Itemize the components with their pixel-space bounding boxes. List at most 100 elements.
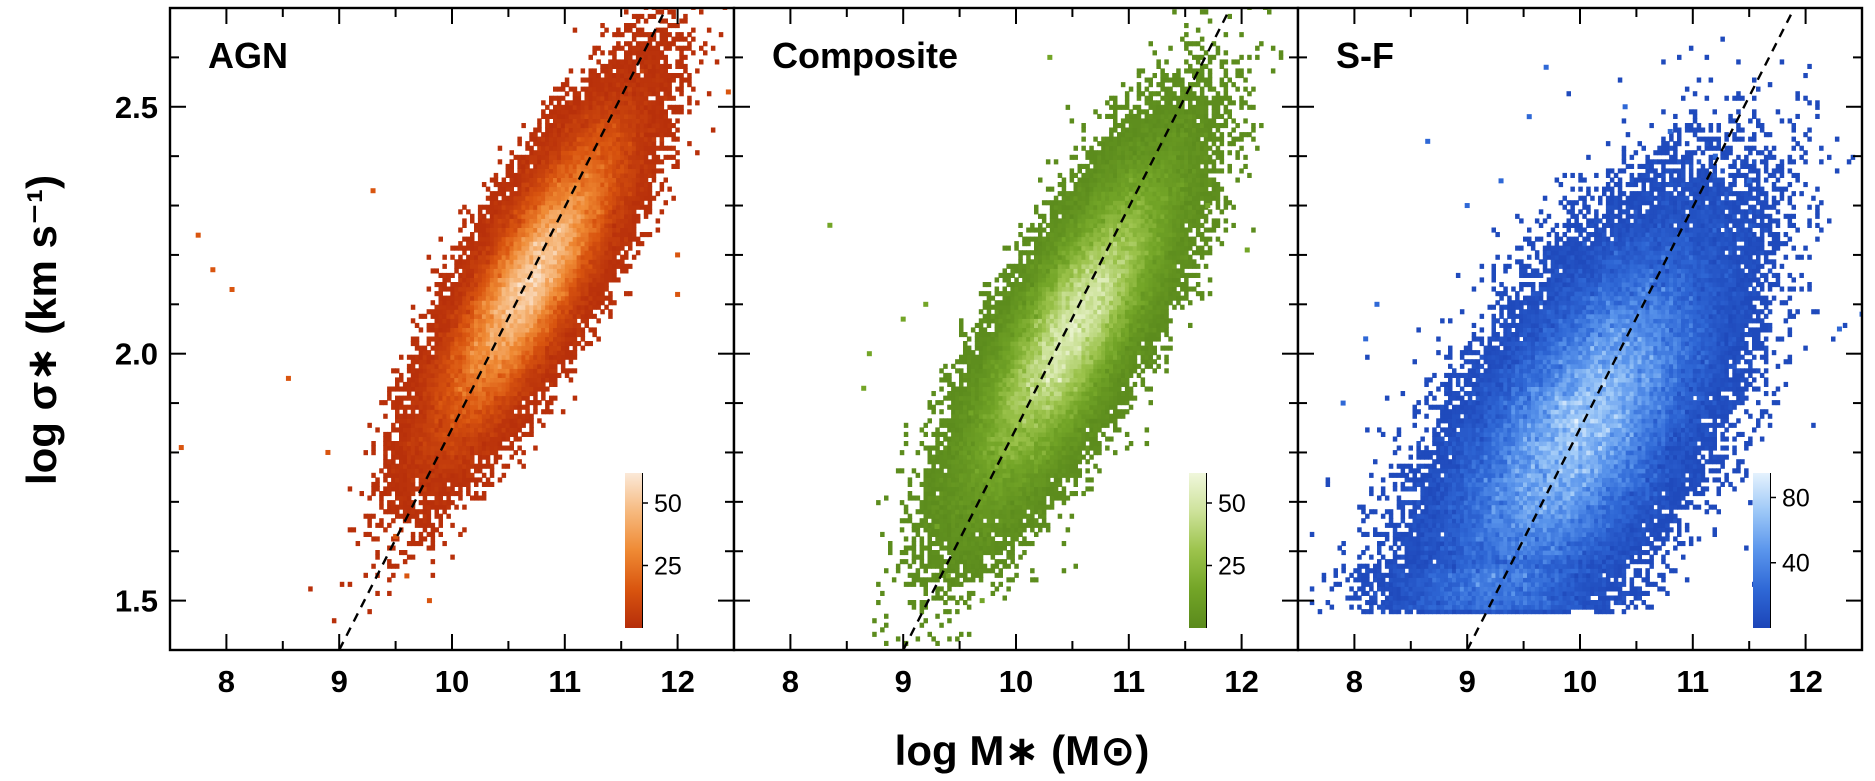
- density-bin: [939, 491, 944, 497]
- density-bin: [608, 145, 613, 151]
- density-bin: [600, 95, 605, 101]
- density-bin: [572, 209, 578, 215]
- density-bin: [497, 341, 503, 347]
- density-bin: [533, 186, 538, 192]
- density-bin: [872, 618, 877, 624]
- density-bin: [438, 468, 443, 474]
- density-bin: [679, 45, 684, 51]
- density-bin: [1002, 545, 1007, 551]
- density-bin: [509, 377, 514, 383]
- density-bin: [628, 145, 633, 151]
- density-bin: [430, 486, 436, 492]
- density-bin: [596, 45, 601, 51]
- density-bin: [596, 82, 601, 88]
- density-bin: [426, 477, 432, 483]
- density-bin: [998, 541, 1003, 547]
- density-bin: [600, 23, 605, 29]
- density-bin: [549, 272, 554, 278]
- density-bin: [931, 559, 936, 565]
- density-bin: [446, 377, 451, 383]
- density-bin: [604, 191, 609, 197]
- density-bin: [635, 82, 641, 88]
- density-bin: [635, 54, 641, 60]
- density-bin: [927, 631, 932, 637]
- density-bin: [974, 572, 980, 578]
- density-bin: [454, 436, 459, 442]
- density-bin: [1077, 472, 1082, 478]
- density-bin: [1073, 563, 1078, 569]
- density-bin: [537, 318, 542, 324]
- density-bin: [446, 318, 451, 324]
- density-bin: [442, 445, 447, 451]
- density-bin: [600, 50, 605, 56]
- density-bin: [513, 295, 518, 301]
- density-bin: [541, 195, 546, 201]
- density-bin: [986, 459, 992, 465]
- density-bin: [481, 436, 487, 442]
- density-bin: [624, 291, 629, 297]
- density-bin: [497, 441, 503, 447]
- density-bin: [466, 386, 471, 392]
- density-bin: [963, 459, 968, 465]
- density-bin: [1030, 472, 1035, 478]
- density-bin: [931, 554, 936, 560]
- density-bin: [572, 91, 578, 97]
- density-bin: [387, 459, 392, 465]
- density-bin: [509, 454, 514, 460]
- density-bin: [422, 468, 428, 474]
- density-bin: [1010, 509, 1015, 515]
- density-bin: [485, 450, 491, 456]
- density-bin: [481, 254, 487, 260]
- density-bin: [596, 104, 601, 110]
- density-bin: [442, 318, 447, 324]
- density-bin: [485, 291, 491, 297]
- density-bin: [691, 50, 696, 56]
- density-bin: [383, 486, 388, 492]
- density-bin: [643, 91, 649, 97]
- density-bin: [608, 272, 613, 278]
- density-bin: [521, 277, 526, 283]
- density-bin: [675, 36, 680, 42]
- density-bin: [620, 32, 625, 38]
- density-bin: [600, 277, 605, 283]
- density-bin: [639, 150, 645, 156]
- density-bin: [982, 472, 988, 478]
- density-bin: [525, 332, 530, 338]
- density-bin: [371, 486, 376, 492]
- density-bin: [418, 463, 424, 469]
- density-bin: [485, 259, 491, 265]
- density-bin: [963, 531, 968, 537]
- density-bin: [454, 454, 459, 460]
- density-bin: [608, 268, 613, 274]
- density-bin: [501, 372, 507, 378]
- density-bin: [446, 300, 451, 306]
- density-bin: [564, 172, 570, 178]
- density-bin: [454, 322, 459, 328]
- density-bin: [391, 441, 396, 447]
- density-bin: [450, 481, 455, 487]
- density-bin: [549, 395, 554, 401]
- density-bin: [1030, 445, 1035, 451]
- density-bin: [537, 136, 542, 142]
- density-bin: [959, 491, 964, 497]
- density-bin: [458, 313, 463, 319]
- density-bin: [489, 341, 495, 347]
- density-bin: [533, 236, 538, 242]
- density-bin: [493, 400, 499, 406]
- density-bin: [422, 481, 428, 487]
- density-bin: [584, 318, 589, 324]
- density-bin: [391, 563, 396, 569]
- density-bin: [616, 259, 621, 265]
- density-bin: [481, 463, 487, 469]
- density-bin: [628, 23, 633, 29]
- density-bin: [553, 245, 558, 251]
- density-bin: [367, 522, 372, 528]
- density-bin: [931, 550, 936, 556]
- density-bin: [1018, 481, 1023, 487]
- density-bin: [588, 54, 593, 60]
- density-bin: [434, 472, 439, 478]
- density-bin: [576, 341, 582, 347]
- density-bin: [418, 413, 424, 419]
- density-bin: [533, 245, 538, 251]
- density-bin: [414, 322, 420, 328]
